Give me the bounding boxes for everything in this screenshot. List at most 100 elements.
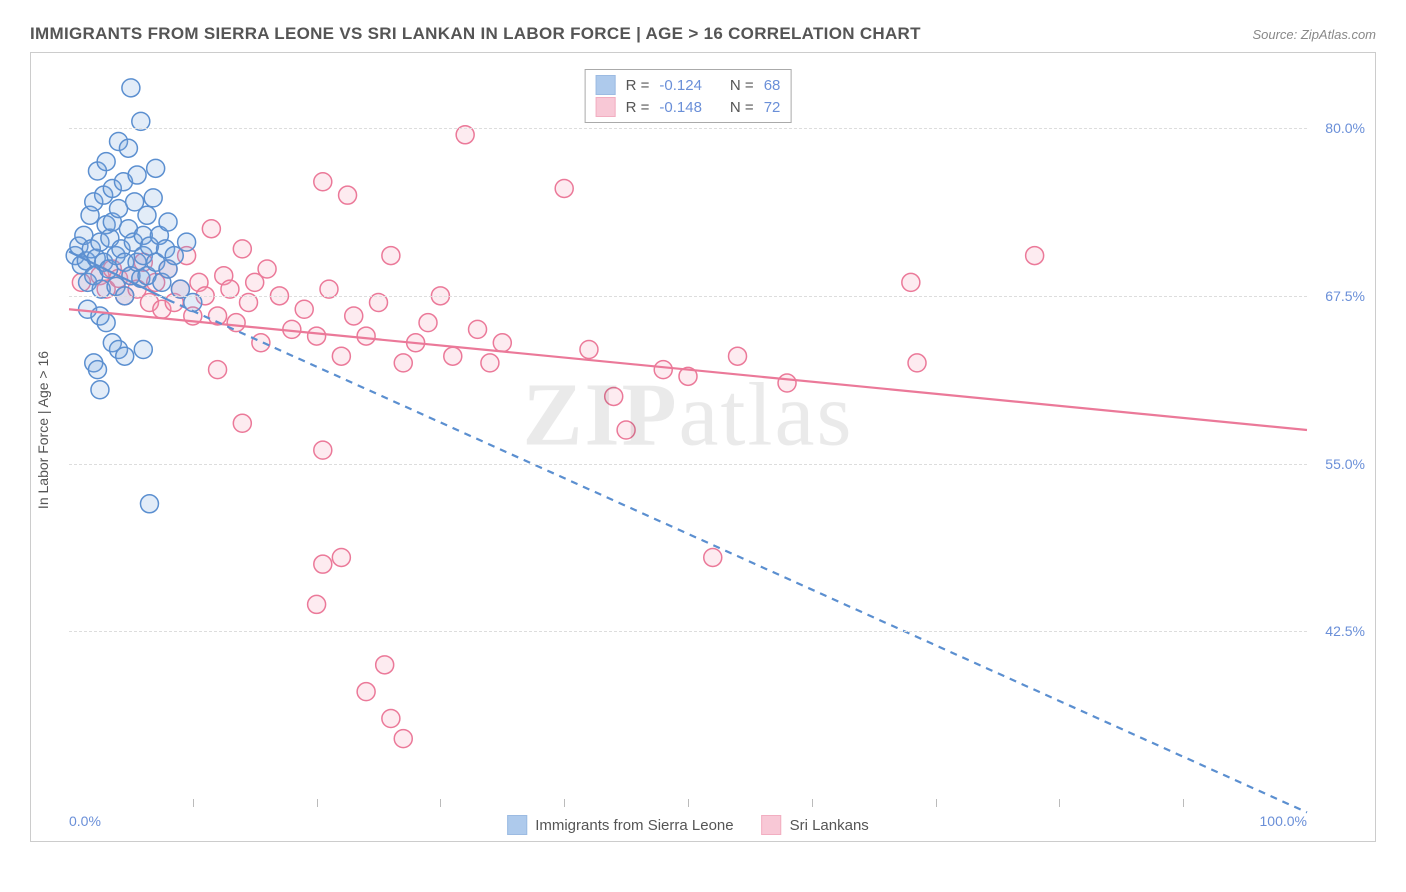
- data-point: [394, 354, 412, 372]
- data-point: [91, 381, 109, 399]
- data-point: [419, 314, 437, 332]
- xtick: [1183, 799, 1184, 807]
- data-point: [778, 374, 796, 392]
- xtick-label: 100.0%: [1260, 813, 1307, 829]
- legend-row-b: R = -0.148 N = 72: [596, 96, 781, 118]
- data-point: [308, 327, 326, 345]
- xtick: [688, 799, 689, 807]
- data-point: [233, 240, 251, 258]
- data-point: [332, 347, 350, 365]
- r-label-a: R =: [626, 77, 650, 94]
- data-point: [617, 421, 635, 439]
- data-point: [308, 595, 326, 613]
- data-point: [314, 441, 332, 459]
- data-point: [134, 340, 152, 358]
- gridline: [69, 128, 1307, 129]
- data-point: [258, 260, 276, 278]
- swatch-a-bottom: [507, 815, 527, 835]
- legend-item-b: Sri Lankans: [762, 815, 869, 835]
- data-point: [908, 354, 926, 372]
- data-point: [159, 213, 177, 231]
- data-point: [140, 495, 158, 513]
- legend-item-a: Immigrants from Sierra Leone: [507, 815, 733, 835]
- data-point: [314, 173, 332, 191]
- chart-frame: In Labor Force | Age > 16 ZIPatlas R = -…: [30, 52, 1376, 842]
- data-point: [110, 200, 128, 218]
- data-point: [252, 334, 270, 352]
- ytick-label: 55.0%: [1311, 456, 1365, 472]
- data-point: [469, 320, 487, 338]
- data-point: [382, 247, 400, 265]
- data-point: [339, 186, 357, 204]
- n-value-b: 72: [764, 99, 781, 116]
- data-point: [332, 548, 350, 566]
- data-point: [88, 361, 106, 379]
- xtick: [1059, 799, 1060, 807]
- xtick: [564, 799, 565, 807]
- xtick: [440, 799, 441, 807]
- trend-line: [69, 309, 1307, 430]
- source-attribution: Source: ZipAtlas.com: [1252, 27, 1376, 42]
- swatch-b: [596, 97, 616, 117]
- chart-title: IMMIGRANTS FROM SIERRA LEONE VS SRI LANK…: [30, 24, 921, 44]
- r-label-b: R =: [626, 99, 650, 116]
- data-point: [481, 354, 499, 372]
- data-point: [376, 656, 394, 674]
- data-point: [580, 340, 598, 358]
- data-point: [605, 387, 623, 405]
- data-point: [209, 361, 227, 379]
- data-point: [119, 139, 137, 157]
- xtick: [812, 799, 813, 807]
- data-point: [357, 327, 375, 345]
- correlation-legend: R = -0.124 N = 68 R = -0.148 N = 72: [585, 69, 792, 123]
- data-point: [178, 233, 196, 251]
- data-point: [729, 347, 747, 365]
- data-point: [555, 179, 573, 197]
- swatch-b-bottom: [762, 815, 782, 835]
- data-point: [97, 314, 115, 332]
- data-point: [116, 347, 134, 365]
- series-b-name: Sri Lankans: [790, 817, 869, 834]
- data-point: [202, 220, 220, 238]
- xtick-label: 0.0%: [69, 813, 101, 829]
- n-label-b: N =: [730, 99, 754, 116]
- gridline: [69, 631, 1307, 632]
- gridline: [69, 296, 1307, 297]
- data-point: [147, 159, 165, 177]
- data-point: [97, 153, 115, 171]
- data-point: [227, 314, 245, 332]
- data-point: [345, 307, 363, 325]
- legend-row-a: R = -0.124 N = 68: [596, 74, 781, 96]
- xtick: [936, 799, 937, 807]
- data-point: [493, 334, 511, 352]
- n-label-a: N =: [730, 77, 754, 94]
- data-point: [233, 414, 251, 432]
- r-value-a: -0.124: [659, 77, 702, 94]
- series-legend: Immigrants from Sierra Leone Sri Lankans: [507, 815, 869, 835]
- data-point: [314, 555, 332, 573]
- data-point: [122, 79, 140, 97]
- n-value-a: 68: [764, 77, 781, 94]
- plot-area: In Labor Force | Age > 16 ZIPatlas R = -…: [69, 61, 1307, 799]
- data-point: [654, 361, 672, 379]
- ytick-label: 42.5%: [1311, 623, 1365, 639]
- data-point: [902, 273, 920, 291]
- y-axis-label: In Labor Force | Age > 16: [35, 351, 51, 509]
- data-point: [444, 347, 462, 365]
- data-point: [295, 300, 313, 318]
- data-point: [704, 548, 722, 566]
- data-point: [1026, 247, 1044, 265]
- xtick: [193, 799, 194, 807]
- r-value-b: -0.148: [659, 99, 702, 116]
- data-point: [138, 206, 156, 224]
- data-point: [394, 730, 412, 748]
- data-point: [128, 166, 146, 184]
- ytick-label: 80.0%: [1311, 120, 1365, 136]
- xtick: [317, 799, 318, 807]
- series-a-name: Immigrants from Sierra Leone: [535, 817, 733, 834]
- ytick-label: 67.5%: [1311, 288, 1365, 304]
- gridline: [69, 464, 1307, 465]
- swatch-a: [596, 75, 616, 95]
- data-point: [357, 683, 375, 701]
- data-point: [144, 189, 162, 207]
